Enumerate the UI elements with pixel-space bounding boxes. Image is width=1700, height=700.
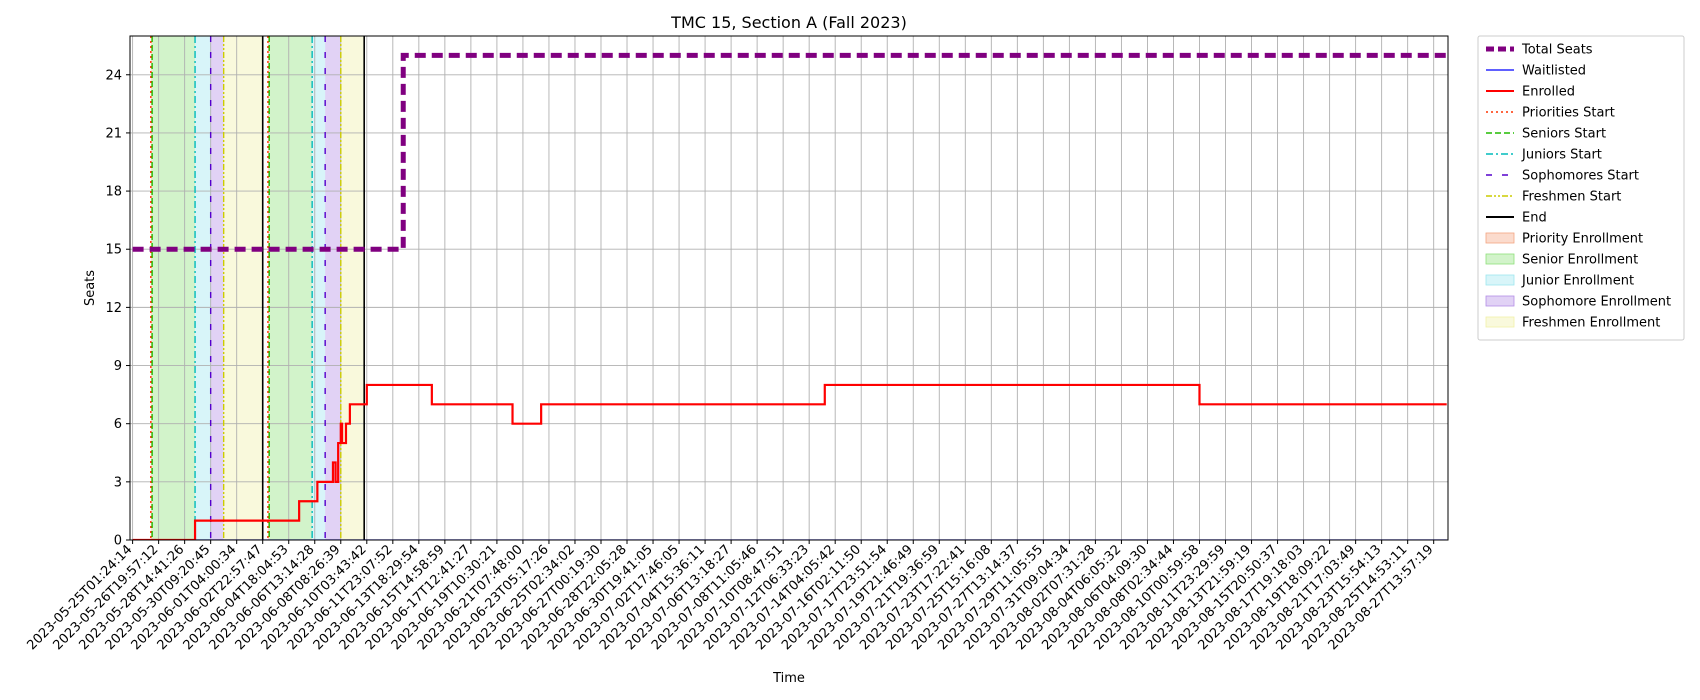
legend-label-6: Sophomores Start bbox=[1522, 169, 1639, 184]
chart-title: TMC 15, Section A (Fall 2023) bbox=[670, 13, 907, 32]
y-tick-label: 3 bbox=[114, 475, 122, 490]
y-axis-title: Seats bbox=[83, 270, 98, 306]
legend-label-8: End bbox=[1522, 211, 1547, 226]
plot-frame bbox=[129, 35, 1449, 541]
legend-label-3: Priorities Start bbox=[1522, 106, 1615, 121]
legend-swatch-13 bbox=[1485, 316, 1515, 328]
phase-span-3-1 bbox=[325, 36, 341, 540]
legend-label-9: Priority Enrollment bbox=[1522, 232, 1643, 247]
phase-span-4-0 bbox=[223, 36, 263, 540]
legend-label-13: Freshmen Enrollment bbox=[1522, 316, 1660, 331]
legend-label-10: Senior Enrollment bbox=[1522, 253, 1638, 268]
legend: Total Seats Waitlisted Enrolled Priorities … bbox=[1477, 35, 1685, 341]
legend-frame bbox=[1477, 35, 1685, 341]
legend-swatch-12 bbox=[1485, 295, 1515, 307]
legend-swatch-9 bbox=[1485, 232, 1515, 244]
phase-span-4-1 bbox=[340, 36, 365, 540]
phase-span-3-0 bbox=[210, 36, 224, 540]
legend-label-2: Enrolled bbox=[1522, 85, 1575, 100]
legend-label-5: Juniors Start bbox=[1521, 148, 1602, 163]
legend-label-0: Total Seats bbox=[1521, 43, 1593, 58]
phase-span-1-0 bbox=[152, 36, 196, 540]
legend-label-11: Junior Enrollment bbox=[1521, 274, 1634, 289]
y-tick-label: 18 bbox=[105, 185, 122, 200]
legend-swatch-11 bbox=[1485, 274, 1515, 286]
x-axis-title: Time bbox=[772, 671, 805, 686]
legend-label-1: Waitlisted bbox=[1522, 64, 1586, 79]
legend-label-7: Freshmen Start bbox=[1522, 190, 1621, 205]
y-tick-label: 24 bbox=[105, 68, 122, 83]
y-tick-label: 21 bbox=[105, 126, 122, 141]
grid-layer bbox=[130, 36, 1448, 541]
y-tick-label: 0 bbox=[114, 534, 122, 549]
phase-span-2-1 bbox=[312, 36, 326, 540]
series-line-2 bbox=[132, 383, 1447, 540]
series-line-0 bbox=[132, 52, 1447, 252]
phase-spans-layer bbox=[150, 36, 365, 540]
y-tick-label: 6 bbox=[114, 417, 122, 432]
legend-label-12: Sophomore Enrollment bbox=[1522, 295, 1671, 310]
y-tick-label: 12 bbox=[105, 301, 122, 316]
phase-span-1-1 bbox=[269, 36, 313, 540]
y-ticks-layer: 0 3 6 9 12 15 18 21 24 bbox=[105, 68, 130, 549]
y-tick-label: 15 bbox=[105, 243, 122, 258]
phase-span-2-0 bbox=[195, 36, 211, 540]
phase-lines-layer bbox=[150, 36, 365, 540]
legend-swatch-10 bbox=[1485, 253, 1515, 265]
y-tick-label: 9 bbox=[114, 359, 122, 374]
series-layer bbox=[132, 52, 1447, 540]
legend-label-4: Seniors Start bbox=[1522, 127, 1606, 142]
